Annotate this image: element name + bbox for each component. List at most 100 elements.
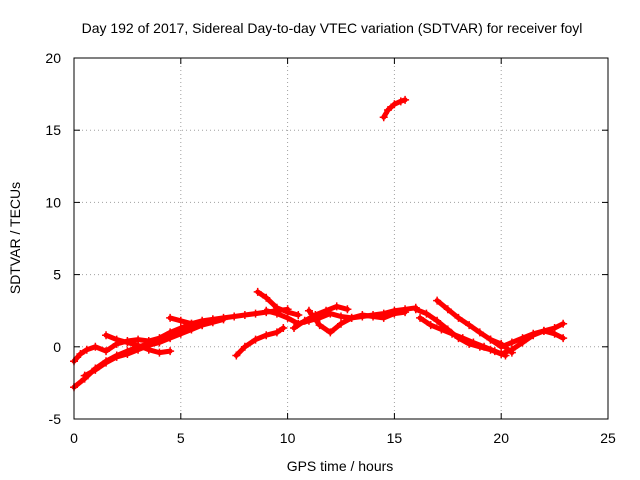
data-point <box>411 305 420 314</box>
data-point <box>112 352 121 361</box>
data-point <box>82 345 91 354</box>
data-point <box>279 324 288 333</box>
x-tick-label: 0 <box>70 430 78 446</box>
data-point <box>232 351 241 360</box>
data-point <box>559 319 568 328</box>
data-point <box>433 316 442 325</box>
data-point <box>383 105 392 114</box>
data-traces <box>70 95 568 392</box>
y-tick-label: 10 <box>45 194 61 210</box>
data-point <box>458 334 467 343</box>
data-point <box>343 305 352 314</box>
data-point <box>272 328 281 337</box>
data-point <box>262 331 271 340</box>
y-tick-label: -5 <box>49 411 62 427</box>
data-point <box>91 342 100 351</box>
data-point <box>166 334 175 343</box>
x-tick-labels: 0 5 10 15 20 25 <box>70 430 616 446</box>
data-point <box>166 313 175 322</box>
data-point <box>262 293 271 302</box>
data-point <box>102 347 111 356</box>
x-axis-label: GPS time / hours <box>287 458 394 474</box>
data-point <box>539 326 548 335</box>
data-point <box>337 319 345 328</box>
data-point <box>251 309 260 318</box>
data-point <box>251 335 260 344</box>
plot-frame <box>73 57 609 420</box>
data-point <box>144 345 153 354</box>
data-point <box>347 313 356 322</box>
data-point <box>401 95 410 104</box>
data-point <box>123 350 132 359</box>
data-point <box>490 347 499 356</box>
data-point <box>443 305 452 314</box>
x-tick-label: 10 <box>280 430 296 446</box>
data-point <box>311 311 320 320</box>
data-point <box>208 318 217 327</box>
data-point <box>240 311 249 320</box>
data-point <box>290 324 299 333</box>
data-point <box>497 342 506 351</box>
data-point <box>283 313 292 322</box>
data-point <box>426 321 435 330</box>
grid <box>74 58 608 419</box>
data-point <box>518 334 527 343</box>
y-tick-label: 0 <box>53 339 61 355</box>
data-point <box>469 338 478 347</box>
data-point <box>262 306 271 315</box>
data-point <box>155 348 164 357</box>
data-point <box>422 309 431 318</box>
data-point <box>230 312 239 321</box>
y-tick-label: 15 <box>45 122 61 138</box>
data-point <box>123 338 132 347</box>
data-point <box>91 365 100 374</box>
data-point <box>76 350 85 359</box>
data-point <box>134 341 143 350</box>
data-point <box>358 311 367 320</box>
data-point <box>433 296 442 305</box>
x-tick-label: 15 <box>387 430 403 446</box>
data-point <box>304 306 313 315</box>
data-point <box>240 342 249 351</box>
data-point <box>401 308 410 317</box>
y-tick-label: 20 <box>45 50 61 66</box>
data-point <box>176 316 185 325</box>
data-point <box>198 321 207 330</box>
data-point <box>294 311 303 320</box>
y-tick-labels: -5 0 5 10 15 20 <box>45 50 61 427</box>
series-trace-9 <box>306 308 408 335</box>
data-point <box>507 338 516 347</box>
y-axis-label: SDTVAR / TECUs <box>7 182 23 294</box>
data-point <box>187 319 196 328</box>
x-tick-label: 25 <box>600 430 616 446</box>
data-point <box>315 321 324 330</box>
data-point <box>437 325 446 334</box>
data-point <box>155 338 164 347</box>
data-point <box>396 97 405 106</box>
data-point <box>379 313 388 322</box>
data-point <box>416 313 425 322</box>
data-point <box>475 328 484 337</box>
data-point <box>529 329 538 338</box>
data-point <box>454 313 463 322</box>
data-point <box>486 335 495 344</box>
data-point <box>369 312 378 321</box>
data-point <box>507 348 516 357</box>
chart-title: Day 192 of 2017, Sidereal Day-to-day VTE… <box>82 20 583 36</box>
data-point <box>337 312 345 321</box>
data-point <box>559 334 568 343</box>
data-point <box>300 316 309 325</box>
data-point <box>379 113 388 122</box>
data-point <box>322 306 331 315</box>
data-point <box>219 315 228 324</box>
data-point <box>448 329 457 338</box>
data-point <box>550 329 559 338</box>
data-point <box>390 309 399 318</box>
data-point <box>80 371 89 380</box>
data-point <box>102 331 111 340</box>
data-point <box>272 309 281 318</box>
x-tick-label: 20 <box>493 430 509 446</box>
y-tick-label: 5 <box>53 267 61 283</box>
data-point <box>112 335 121 344</box>
